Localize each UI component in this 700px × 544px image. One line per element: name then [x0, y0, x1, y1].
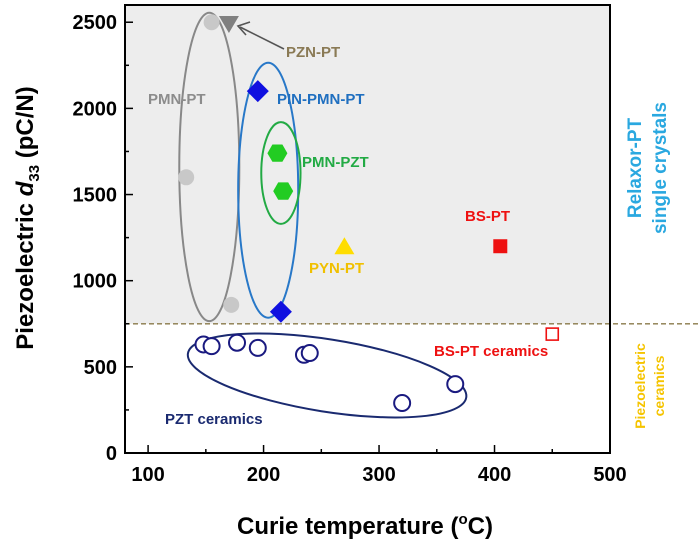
- ellipse-pin-pmn-pt: [237, 61, 300, 319]
- x-tick-label: 500: [593, 464, 626, 486]
- series-pmn-pt: [178, 14, 240, 313]
- ellipse-pmn-pzt: [260, 121, 302, 225]
- data-marks: [178, 14, 560, 413]
- side-label-relaxor-line1: Relaxor-PT: [625, 117, 646, 218]
- series-bs-pt-ceramics: [545, 327, 560, 341]
- y-tick-label: 2000: [73, 98, 118, 120]
- x-tick-label: 100: [131, 464, 164, 486]
- series-pin-pmn-pt: [246, 80, 292, 323]
- series-pyn-pt: [334, 237, 355, 255]
- point-pzt-ceramics: [202, 337, 221, 356]
- point-pin-pmn-pt: [246, 80, 269, 103]
- point-pmn-pt: [223, 296, 240, 313]
- label-pyn-pt: PYN-PT: [309, 260, 364, 277]
- point-pmn-pzt: [273, 182, 294, 200]
- point-pmn-pt: [203, 14, 220, 31]
- x-tick-label: 300: [362, 464, 395, 486]
- pzn-pt-arrow: [239, 26, 285, 50]
- series-pzn-pt: [218, 15, 239, 33]
- ellipse-pzt-ceramics: [186, 332, 468, 419]
- label-bs-pt-ceramics: BS-PT ceramics: [434, 343, 548, 360]
- label-pmn-pzt: PMN-PZT: [302, 154, 369, 171]
- side-label-ceramics-line1: Piezoelectric: [632, 343, 648, 429]
- y-tick-label: 2500: [73, 12, 118, 34]
- point-pzt-ceramics: [248, 338, 267, 357]
- upper-region-shade: [125, 5, 610, 324]
- pzn-pt-arrowhead: [236, 21, 251, 36]
- group-ellipses: [178, 11, 468, 419]
- plot-frame: [124, 4, 611, 454]
- point-pzn-pt: [218, 15, 239, 33]
- x-axis-title: Curie temperature (oC): [237, 511, 493, 540]
- point-bs-pt: [493, 239, 508, 254]
- label-pzt-ceramics: PZT ceramics: [165, 411, 263, 428]
- point-pmn-pzt: [267, 144, 288, 162]
- point-pzt-ceramics: [228, 333, 247, 352]
- point-pzt-ceramics: [300, 344, 319, 363]
- series-bs-pt: [493, 239, 508, 254]
- side-label-ceramics-line2: ceramics: [651, 355, 667, 416]
- y-axis-title: Piezoelectric d33 (pC/N): [12, 86, 43, 349]
- side-label-relaxor-line2: single crystals: [650, 102, 671, 234]
- label-bs-pt: BS-PT: [465, 208, 510, 225]
- x-tick-label: 200: [247, 464, 280, 486]
- series-pmn-pzt: [267, 144, 294, 200]
- label-pzn-pt: PZN-PT: [286, 44, 340, 61]
- point-bs-pt-ceramics: [545, 327, 560, 341]
- series-pzt-ceramics: [194, 333, 465, 413]
- y-tick-label: 500: [84, 357, 117, 379]
- axis-ticks: 100 200 300 400 500 0 500 1000 1500 2000 2500: [73, 12, 627, 486]
- label-pin-pmn-pt: PIN-PMN-PT: [277, 91, 365, 108]
- y-tick-label: 0: [106, 443, 117, 465]
- x-tick-label: 400: [478, 464, 511, 486]
- y-tick-label: 1500: [73, 185, 118, 207]
- label-pmn-pt: PMN-PT: [148, 91, 206, 108]
- point-pzt-ceramics: [446, 375, 465, 394]
- point-pin-pmn-pt: [269, 300, 292, 323]
- point-pzt-ceramics: [393, 394, 412, 413]
- y-tick-label: 1000: [73, 271, 118, 293]
- point-pmn-pt: [178, 169, 195, 186]
- point-pyn-pt: [334, 237, 355, 255]
